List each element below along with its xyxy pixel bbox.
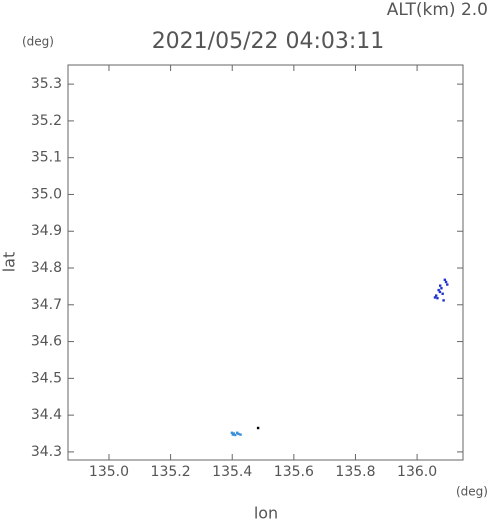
x-unit: (deg) — [456, 485, 488, 499]
y-unit: (deg) — [22, 35, 54, 49]
data-point — [442, 299, 445, 302]
data-point — [235, 431, 239, 434]
data-point — [437, 288, 440, 292]
y-tick-label: 34.6 — [31, 334, 62, 350]
data-point — [438, 290, 442, 294]
data-point — [438, 284, 442, 287]
plot-frame — [67, 64, 464, 461]
x-tick-label: 135.6 — [274, 464, 314, 480]
data-point — [234, 433, 237, 437]
y-tick-label: 34.9 — [31, 223, 62, 239]
data-point — [441, 292, 444, 295]
y-tick-label: 35.1 — [31, 150, 62, 166]
x-tick-label: 135.8 — [335, 464, 375, 480]
y-tick-label: 35.3 — [31, 76, 62, 92]
data-point — [443, 278, 447, 281]
chart-title: 2021/05/22 04:03:11 — [152, 29, 385, 54]
data-point — [239, 433, 242, 436]
data-point — [440, 287, 443, 290]
y-tick-label: 35.0 — [31, 186, 62, 202]
data-point — [444, 280, 448, 284]
data-point — [237, 432, 240, 436]
x-tick-label: 136.0 — [397, 464, 437, 480]
x-axis-label: lon — [254, 504, 278, 522]
y-tick-label: 34.7 — [31, 297, 62, 313]
x-tick-label: 135.0 — [89, 464, 129, 480]
y-tick-label: 35.2 — [31, 113, 62, 129]
data-point — [446, 283, 449, 286]
x-tick-label: 135.4 — [212, 464, 252, 480]
y-axis-label: lat — [0, 252, 19, 273]
data-point — [232, 432, 235, 435]
y-tick-label: 34.3 — [31, 444, 62, 460]
data-point — [256, 426, 260, 430]
altitude-label: ALT(km) 2.0 — [387, 0, 488, 20]
data-point — [436, 296, 439, 300]
x-tick-label: 135.2 — [151, 464, 191, 480]
data-point — [230, 431, 234, 434]
y-tick-label: 34.4 — [31, 407, 62, 423]
data-point — [433, 296, 437, 299]
y-tick-label: 34.8 — [31, 260, 62, 276]
y-tick-label: 34.5 — [31, 370, 62, 386]
data-point — [434, 294, 438, 297]
